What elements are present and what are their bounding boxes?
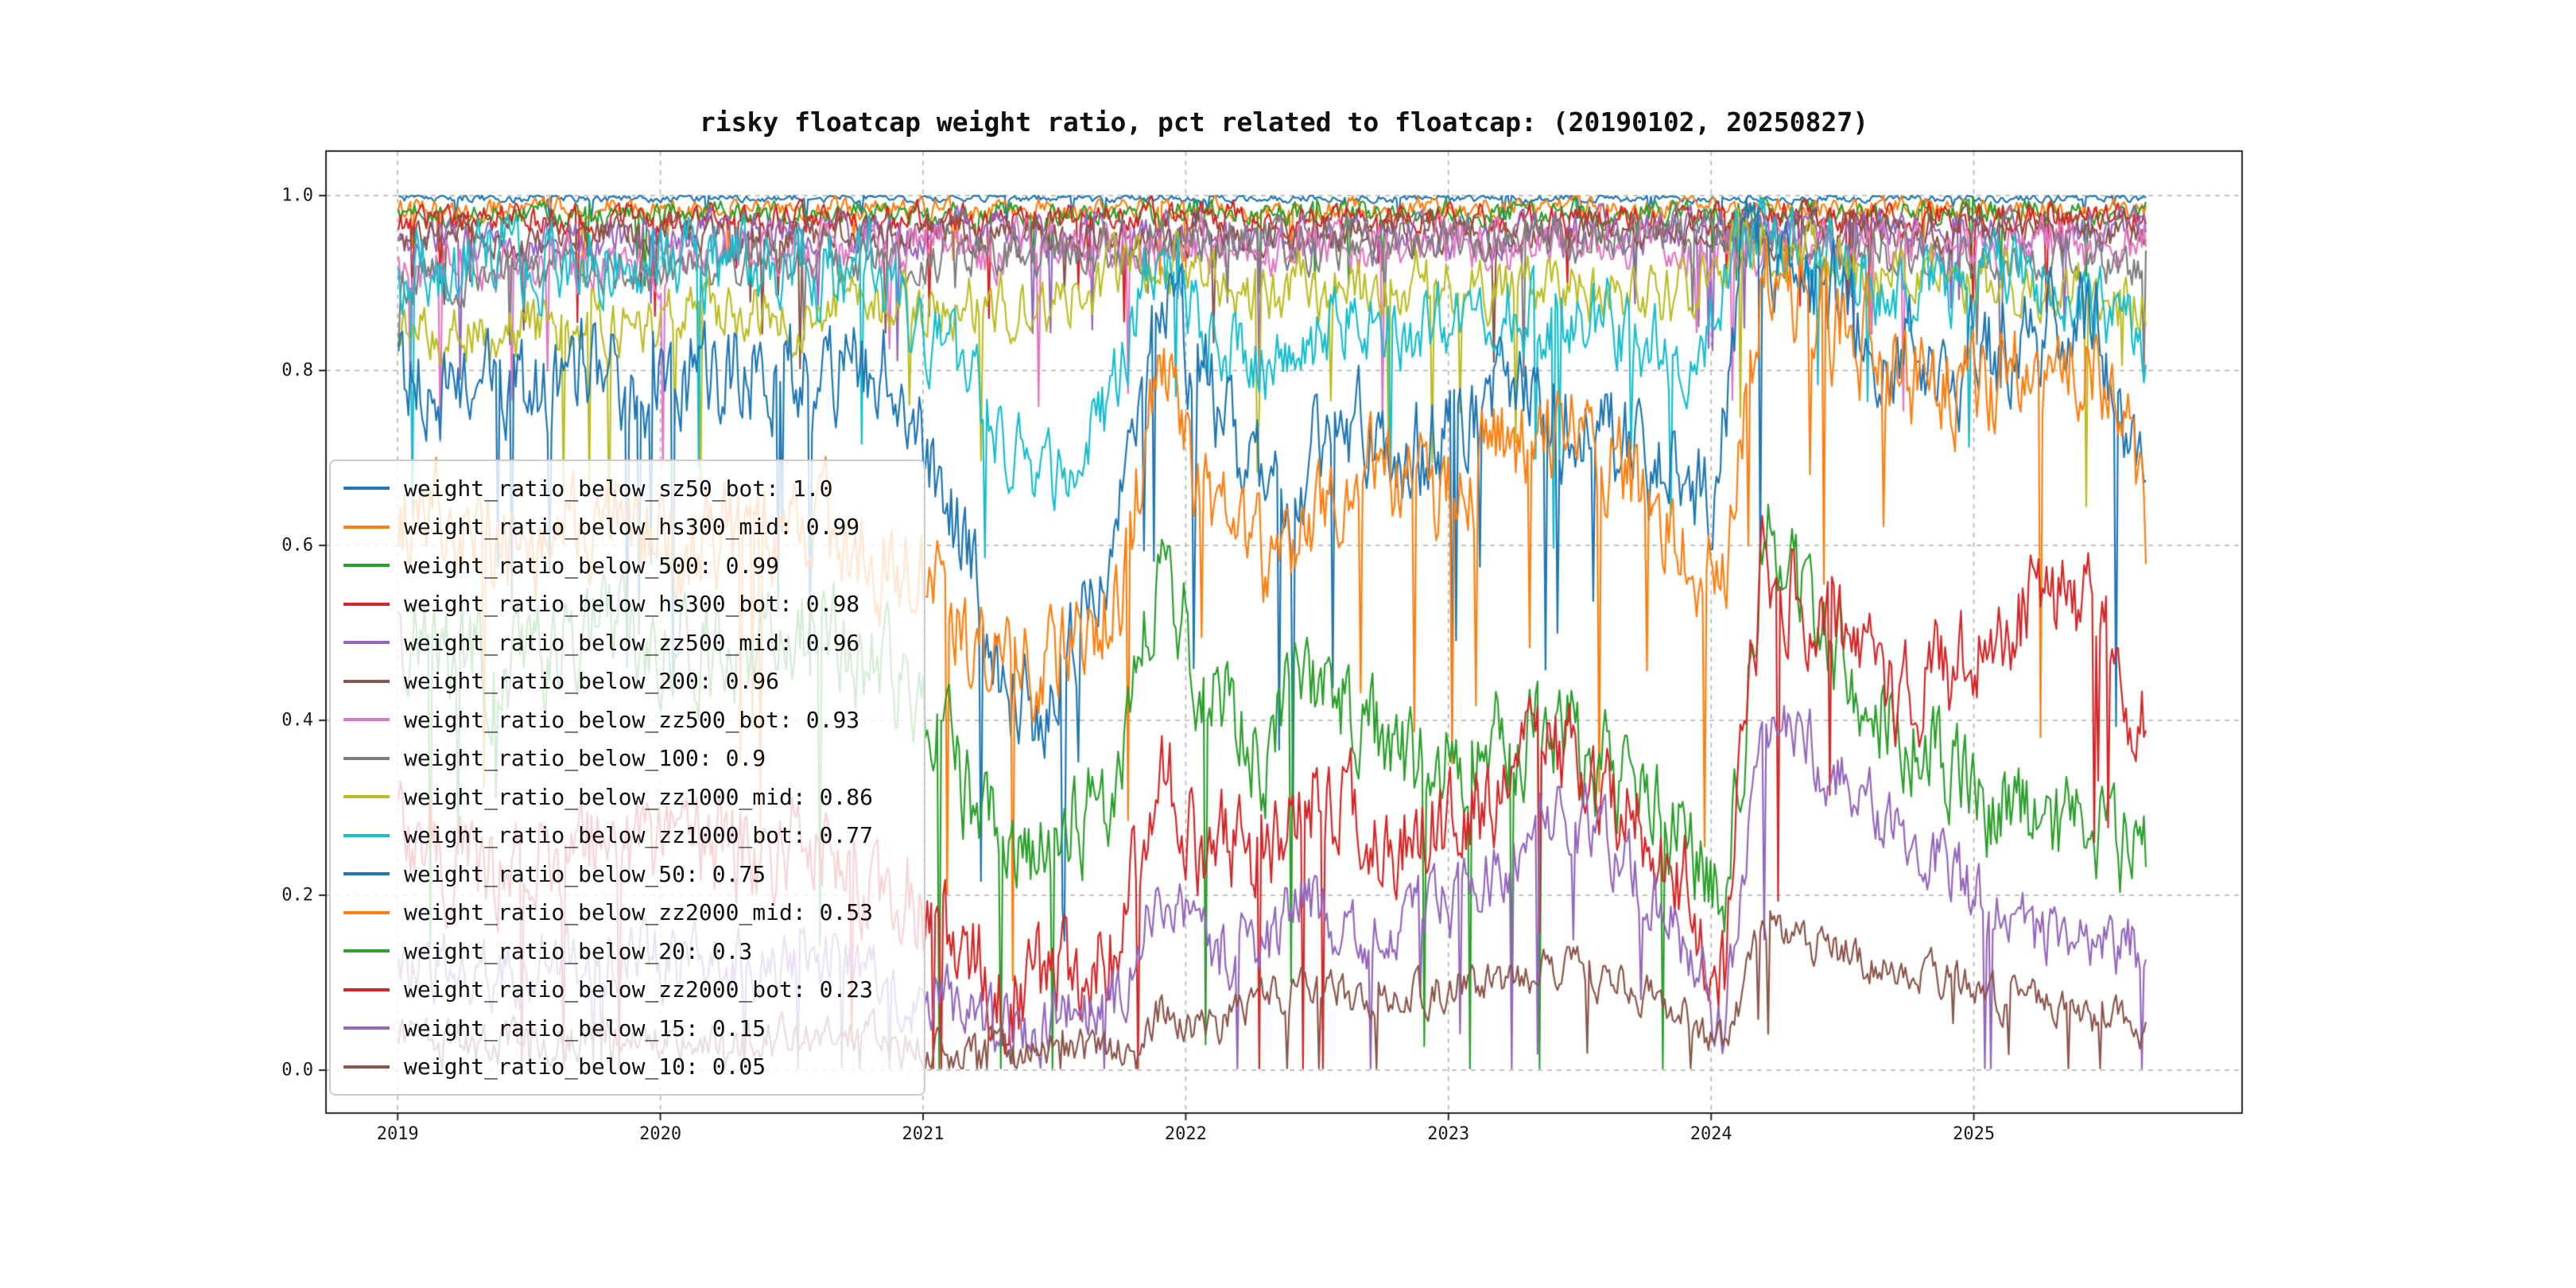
legend-item: weight_ratio_below_200: 0.96 — [331, 662, 924, 701]
x-tick-label: 2025 — [1953, 1124, 1996, 1144]
chart-title: risky floatcap weight ratio, pct related… — [699, 107, 1869, 138]
legend-line-swatch — [343, 910, 390, 914]
legend-item: weight_ratio_below_20: 0.3 — [331, 932, 924, 971]
legend-label: weight_ratio_below_100: 0.9 — [404, 745, 766, 772]
y-tick-label: 0.4 — [281, 710, 313, 731]
legend-label: weight_ratio_below_500: 0.99 — [404, 552, 780, 579]
legend-line-swatch — [343, 949, 390, 953]
legend-label: weight_ratio_below_zz500_bot: 0.93 — [404, 706, 860, 733]
legend-label: weight_ratio_below_50: 0.75 — [404, 860, 766, 887]
legend-item: weight_ratio_below_hs300_mid: 0.99 — [331, 508, 924, 547]
legend-item: weight_ratio_below_hs300_bot: 0.98 — [331, 585, 924, 624]
legend: weight_ratio_below_sz50_bot: 1.0 weight_r… — [329, 460, 925, 1096]
x-tick-label: 2023 — [1427, 1124, 1470, 1144]
legend-item: weight_ratio_below_100: 0.9 — [331, 739, 924, 778]
legend-line-swatch — [343, 987, 390, 991]
legend-line-swatch — [343, 602, 390, 606]
legend-line-swatch — [343, 564, 390, 568]
legend-line-swatch — [343, 641, 390, 645]
legend-line-swatch — [343, 756, 390, 760]
legend-item: weight_ratio_below_zz500_bot: 0.93 — [331, 700, 924, 739]
y-tick-label: 1.0 — [281, 185, 313, 206]
legend-item: weight_ratio_below_zz1000_bot: 0.77 — [331, 817, 924, 855]
legend-label: weight_ratio_below_20: 0.3 — [404, 937, 753, 964]
legend-label: weight_ratio_below_15: 0.15 — [404, 1014, 766, 1042]
legend-label: weight_ratio_below_sz50_bot: 1.0 — [404, 475, 833, 502]
y-tick-label: 0.2 — [281, 885, 313, 906]
legend-line-swatch — [343, 795, 390, 799]
x-tick-label: 2021 — [902, 1124, 945, 1144]
legend-item: weight_ratio_below_zz500_mid: 0.96 — [331, 623, 924, 662]
legend-label: weight_ratio_below_zz1000_mid: 0.86 — [404, 783, 874, 810]
legend-label: weight_ratio_below_200: 0.96 — [404, 668, 780, 695]
legend-item: weight_ratio_below_zz1000_mid: 0.86 — [331, 778, 924, 817]
x-tick-label: 2020 — [639, 1124, 682, 1144]
legend-item: weight_ratio_below_sz50_bot: 1.0 — [331, 469, 924, 508]
x-tick-label: 2022 — [1164, 1124, 1207, 1144]
legend-items: weight_ratio_below_sz50_bot: 1.0 weight_r… — [331, 469, 924, 1086]
y-tick-label: 0.8 — [281, 360, 313, 381]
legend-line-swatch — [343, 1065, 390, 1069]
legend-label: weight_ratio_below_zz2000_bot: 0.23 — [404, 976, 874, 1003]
y-tick-label: 0.0 — [281, 1060, 313, 1080]
legend-item: weight_ratio_below_50: 0.75 — [331, 855, 924, 894]
legend-line-swatch — [343, 1026, 390, 1030]
legend-label: weight_ratio_below_hs300_bot: 0.98 — [404, 591, 860, 618]
legend-label: weight_ratio_below_zz1000_bot: 0.77 — [404, 822, 874, 849]
legend-line-swatch — [343, 833, 390, 837]
legend-label: weight_ratio_below_zz2000_mid: 0.53 — [404, 899, 874, 926]
legend-item: weight_ratio_below_zz2000_mid: 0.53 — [331, 894, 924, 933]
legend-item: weight_ratio_below_500: 0.99 — [331, 546, 924, 585]
legend-line-swatch — [343, 525, 390, 529]
x-tick-label: 2024 — [1690, 1124, 1732, 1144]
legend-label: weight_ratio_below_10: 0.05 — [404, 1053, 766, 1080]
legend-line-swatch — [343, 487, 390, 491]
legend-item: weight_ratio_below_zz2000_bot: 0.23 — [331, 971, 924, 1010]
legend-label: weight_ratio_below_hs300_mid: 0.99 — [404, 514, 860, 541]
x-tick-label: 2019 — [376, 1124, 419, 1144]
legend-line-swatch — [343, 679, 390, 683]
y-tick-label: 0.6 — [281, 535, 313, 556]
legend-line-swatch — [343, 872, 390, 876]
legend-line-swatch — [343, 718, 390, 722]
legend-item: weight_ratio_below_10: 0.05 — [331, 1048, 924, 1087]
legend-label: weight_ratio_below_zz500_mid: 0.96 — [404, 629, 860, 656]
legend-item: weight_ratio_below_15: 0.15 — [331, 1009, 924, 1048]
